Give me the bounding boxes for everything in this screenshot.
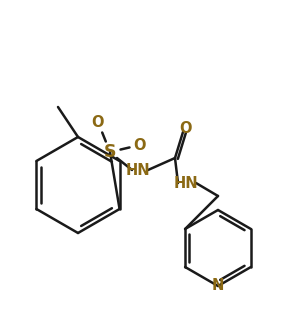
- Text: S: S: [104, 143, 116, 161]
- Text: O: O: [179, 120, 191, 136]
- Text: O: O: [92, 115, 104, 129]
- Text: N: N: [212, 279, 224, 293]
- Text: O: O: [134, 137, 146, 153]
- Text: HN: HN: [174, 175, 198, 191]
- Text: HN: HN: [126, 163, 150, 177]
